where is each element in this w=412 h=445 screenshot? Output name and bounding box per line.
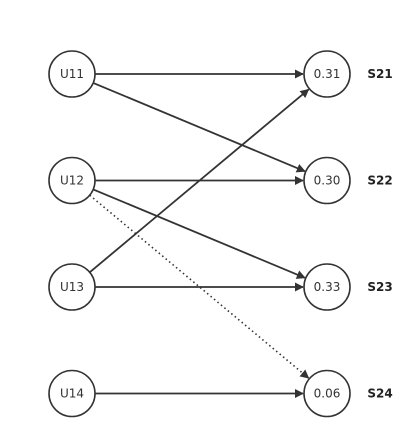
node-circle	[303, 263, 351, 311]
node-s24: 0.06	[303, 369, 351, 418]
node-label: U14	[60, 387, 84, 401]
side-label-s24: S24	[367, 387, 392, 401]
node-value: 0.33	[314, 280, 341, 294]
node-s21: 0.31	[303, 50, 351, 98]
node-value: 0.31	[314, 67, 341, 81]
node-label: U12	[60, 174, 84, 188]
node-circle	[48, 156, 96, 205]
edge-u11-to-s22	[92, 82, 306, 173]
side-label-s21: S21	[367, 67, 392, 81]
node-s23: 0.33	[303, 263, 351, 311]
node-value: 0.30	[314, 174, 341, 188]
node-circle	[48, 263, 96, 311]
node-circle	[303, 156, 351, 205]
node-label: U13	[60, 280, 84, 294]
node-circle	[303, 369, 351, 418]
side-label-s22: S22	[367, 174, 392, 188]
node-value: 0.06	[314, 387, 341, 401]
edge-u13-to-s21	[89, 88, 310, 273]
node-label: U11	[60, 67, 84, 81]
node-s22: 0.30	[303, 156, 351, 205]
node-u11: U11	[48, 50, 96, 98]
node-circle	[303, 50, 351, 98]
node-circle	[48, 50, 96, 98]
node-u13: U13	[48, 263, 96, 311]
edge-u12-to-s23	[92, 188, 306, 279]
node-u12: U12	[48, 156, 96, 205]
edges-layer	[89, 69, 310, 398]
node-circle	[48, 369, 96, 418]
node-u14: U14	[48, 369, 96, 418]
side-label-s23: S23	[367, 280, 392, 294]
nodes-layer: U11 U12 U13 U14 0.31 S21 0.30 S22 0.33 S23 0.06 S24	[48, 50, 393, 418]
